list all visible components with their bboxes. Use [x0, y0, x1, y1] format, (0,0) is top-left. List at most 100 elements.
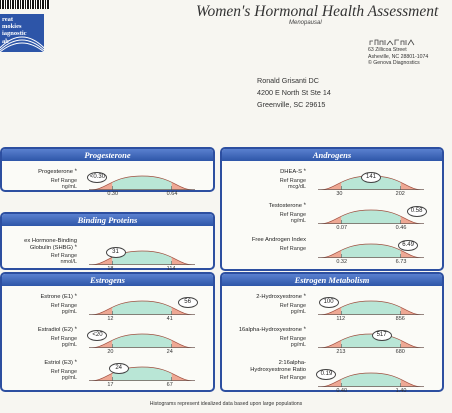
test-name-text: 16alpha-Hydroxyestrone	[238, 327, 302, 333]
test-name: 16alpha-Hydroxyestrone *	[196, 327, 306, 334]
recipient-line: Ronald Grisanti DC	[257, 76, 319, 85]
panel-estrogen-metabolism: Estrogen Metabolism 2-Hydroxyestrone * Ref…	[220, 272, 444, 394]
test-name-text: 2-Hydroxyestrone	[256, 294, 302, 300]
unit-label: pg/mL	[61, 342, 77, 348]
unit-label: nmol/L	[60, 259, 77, 265]
test-name-text: Testosterone	[268, 203, 302, 209]
distribution-curve	[318, 209, 424, 224]
unit-label: ng/mL	[61, 184, 77, 190]
test-name-text: Estradiol (E2)	[37, 327, 73, 333]
flag-marker: *	[301, 327, 306, 333]
test-name: ex Hormone-Binding Globulin (SHBG) *	[0, 238, 77, 252]
ref-low-value: 213	[336, 349, 346, 355]
flag-marker: *	[72, 169, 77, 175]
test-name: 2:16alpha- Hydroxyestrone Ratio	[196, 360, 306, 374]
panel-androgens: Androgens DHEA-S * Ref Range mcg/dL 30 202 141…	[220, 147, 444, 271]
distribution-curve	[318, 243, 424, 258]
test-name: Estrone (E1) *	[0, 294, 77, 301]
panel-header: Androgens	[222, 149, 442, 161]
footer-note: Histograms represent idealized data base…	[149, 401, 303, 407]
unit-label: pg/mL	[61, 375, 77, 381]
ref-low-value: 112	[336, 316, 346, 322]
panel-title: Progesterone	[84, 150, 131, 160]
test-name: Estradiol (E2) *	[0, 327, 77, 334]
result-value: 141	[361, 172, 381, 183]
flag-marker: *	[72, 244, 77, 251]
ref-range-label: Ref Range	[50, 303, 77, 309]
ref-range-label: Ref Range	[279, 336, 306, 342]
recipient-line: Greenville, SC 29615	[257, 100, 326, 109]
unit-label: pg/mL	[61, 309, 77, 315]
distribution-curve	[89, 250, 195, 265]
ref-high-value: 114	[166, 266, 176, 272]
distribution-curve	[318, 333, 424, 348]
test-name: Testosterone *	[196, 203, 306, 210]
report-title: Women's Hormonal Health Assessment	[196, 3, 439, 20]
ref-range-label: Ref Range	[50, 253, 77, 259]
ref-high-value: 24	[166, 349, 173, 355]
result-value: <0.30	[87, 172, 108, 183]
recipient-line: 4200 E North St Ste 14	[257, 88, 331, 97]
test-name-text: Progesterone	[38, 169, 73, 175]
ref-range-label: Ref Range	[279, 246, 306, 252]
ref-range-label: Ref Range	[50, 369, 77, 375]
ref-high-value: 0.46	[395, 225, 407, 231]
test-name: Estriol (E3) *	[0, 360, 77, 367]
flag-marker: *	[301, 203, 306, 209]
lab-logo: reat mokies iagnostic ab	[0, 14, 44, 52]
panel-header: Binding Proteins	[2, 214, 213, 226]
panel-estrogens: Estrogens Estrone (E1) * Ref Range pg/mL 12 4…	[0, 272, 215, 392]
flag-marker: *	[301, 169, 306, 175]
ref-high-value: 202	[395, 191, 405, 197]
flag-marker: *	[72, 294, 77, 300]
report-subtitle: Menopausal	[289, 20, 322, 26]
panel-binding: Binding Proteins ex Hormone-Binding Globul…	[0, 212, 215, 272]
logo-text: reat mokies iagnostic ab	[2, 16, 27, 45]
panel-progesterone: Progesterone Progesterone * Ref Range ng/mL…	[0, 147, 215, 197]
flag-marker: *	[301, 294, 306, 300]
ref-range-label: Ref Range	[279, 178, 306, 184]
result-value: 56	[177, 297, 198, 308]
barcode	[0, 0, 50, 9]
ref-high-value: 856	[395, 316, 405, 322]
test-name: Free Androgen Index	[196, 237, 306, 244]
panel-title: Estrogens	[90, 275, 125, 285]
ref-high-value: 1.40	[395, 388, 407, 394]
result-value: 24	[108, 363, 129, 374]
test-name-text: DHEA-S	[280, 169, 302, 175]
test-name-text: Estrone (E1)	[40, 294, 73, 300]
lab-address-line: Asheville, NC 28801-1074	[368, 53, 429, 60]
ref-low-value: 0.40	[336, 388, 348, 394]
flag-marker: *	[72, 327, 77, 333]
result-value: 31	[105, 247, 126, 258]
panel-title: Estrogen Metabolism	[294, 275, 370, 285]
panel-title: Androgens	[312, 150, 352, 160]
ref-high-value: 67	[166, 382, 173, 388]
lab-address: 63 Zillicoa Street Asheville, NC 28801-1…	[368, 47, 428, 67]
ref-range-label: Ref Range	[279, 375, 306, 381]
result-value: 6.49	[398, 240, 419, 251]
result-value: <20	[87, 330, 108, 341]
flag-marker: *	[72, 360, 77, 366]
test-name: Progesterone *	[0, 169, 77, 176]
ref-range-label: Ref Range	[50, 178, 77, 184]
ref-range-label: Ref Range	[279, 212, 306, 218]
result-value: 517	[371, 330, 392, 341]
result-value: 100	[318, 297, 339, 308]
panel-header: Progesterone	[2, 149, 213, 161]
ref-low-value: 18	[107, 266, 114, 272]
distribution-curve	[318, 175, 424, 190]
test-name-text: ex Hormone-Binding Globulin (SHBG)	[24, 238, 77, 251]
result-value: 0.19	[316, 369, 337, 380]
ref-low-value: 0.07	[336, 225, 348, 231]
lab-address-line: © Genova Diagnostics	[368, 60, 420, 67]
ref-high-value: 6.73	[395, 259, 407, 265]
ref-high-value: 41	[166, 316, 173, 322]
ref-range-label: Ref Range	[279, 303, 306, 309]
test-name-text: 2:16alpha- Hydroxyestrone Ratio	[250, 360, 306, 373]
ref-low-value: 30	[336, 191, 343, 197]
unit-label: mcg/dL	[287, 184, 306, 190]
ref-high-value: 0.64	[166, 191, 178, 197]
ref-low-value: 0.30	[107, 191, 119, 197]
recipient-address: Ronald Grisanti DC 4200 E North St Ste 1…	[257, 75, 331, 111]
